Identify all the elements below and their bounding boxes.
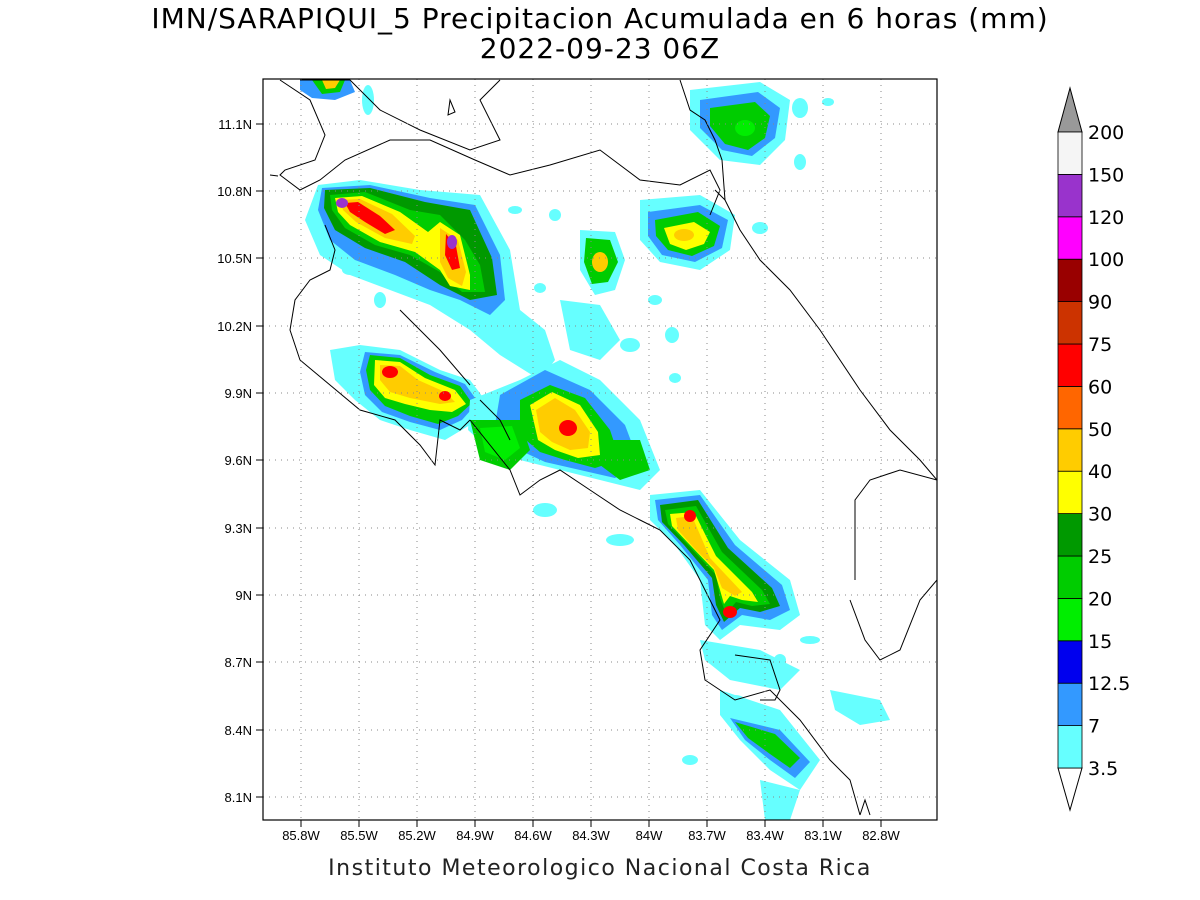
- coastline-borders: [269, 79, 937, 816]
- lon-tick-label: 85.8W: [282, 828, 320, 843]
- colorbar-swatch: [1057, 682, 1083, 727]
- lon-tick-label: 83.1W: [804, 828, 842, 843]
- precip-band-south-pacific: [650, 490, 890, 820]
- lon-tick-label: 85.5W: [340, 828, 378, 843]
- colorbar-swatch: [1057, 173, 1083, 218]
- colorbar-swatch: [1057, 258, 1083, 303]
- colorbar-swatch: [1057, 131, 1083, 175]
- lat-tick: 8.7N: [225, 655, 263, 670]
- precip-scattered-cells: [342, 85, 834, 765]
- lon-tick: 83.4W: [746, 820, 785, 843]
- lon-tick-label: 84.9W: [456, 828, 494, 843]
- lat-tick-label: 11.1N: [218, 117, 252, 132]
- lon-tick: 84.9W: [456, 820, 495, 843]
- colorbar-label: 7: [1088, 716, 1100, 738]
- precip-cells-north-central: [560, 195, 735, 360]
- lat-tick: 10.2N: [217, 319, 263, 334]
- colorbar-swatch: [1057, 598, 1083, 642]
- lat-tick-label: 8.1N: [225, 790, 252, 805]
- lat-tick-label: 10.5N: [217, 251, 252, 266]
- lon-tick: 84.6W: [514, 820, 553, 843]
- colorbar-label: 100: [1088, 249, 1124, 271]
- lat-tick-label: 9.3N: [225, 521, 252, 536]
- lat-tick-label: 8.4N: [225, 723, 252, 738]
- map-title: IMN/SARAPIQUI_5 Precipitacion Acumulada …: [151, 2, 1049, 35]
- colorbar-label: 3.5: [1088, 758, 1118, 780]
- longitude-axis: 85.8W 85.5W 85.2W 84.9W 84.6W 84.3W 84W …: [282, 820, 901, 843]
- colorbar-label: 12.5: [1088, 673, 1130, 695]
- colorbar-swatch: [1057, 470, 1083, 515]
- map-subtitle-date: 2022-09-23 06Z: [479, 32, 721, 65]
- lon-tick: 85.2W: [398, 820, 437, 843]
- colorbar-swatch: [1057, 343, 1083, 387]
- colorbar-label: 90: [1088, 292, 1112, 314]
- colorbar-label: 50: [1088, 419, 1112, 441]
- lon-tick-label: 83.7W: [688, 828, 726, 843]
- colorbar-label: 150: [1088, 164, 1124, 186]
- colorbar-swatch: [1057, 640, 1083, 684]
- lon-tick-label: 84W: [636, 828, 663, 843]
- colorbar-label: 200: [1088, 122, 1124, 144]
- colorbar-segments: [1057, 131, 1083, 769]
- colorbar-legend: 3.5 7 12.5 15 20 25 30 40 50 60 75 90 100 120 150 200: [1057, 86, 1130, 812]
- lon-tick: 85.5W: [340, 820, 379, 843]
- colorbar-label: 20: [1088, 588, 1112, 610]
- map-frame: [262, 78, 938, 821]
- precip-cluster-northwest: [305, 180, 555, 380]
- colorbar-swatch: [1057, 513, 1083, 557]
- colorbar-swatch: [1057, 555, 1083, 599]
- colorbar-label: 25: [1088, 546, 1112, 568]
- lon-tick-label: 84.3W: [572, 828, 610, 843]
- footer-credit: Instituto Meteorologico Nacional Costa R…: [328, 856, 872, 881]
- colorbar-bottom-arrow: [1057, 767, 1083, 812]
- lat-tick: 11.1N: [218, 117, 263, 132]
- latitude-axis: 11.1N 10.8N 10.5N 10.2N 9.9N 9.6N 9.3N 9…: [217, 117, 263, 805]
- lat-tick: 10.8N: [217, 184, 263, 199]
- colorbar-swatch: [1057, 725, 1083, 769]
- colorbar-label: 120: [1088, 207, 1124, 229]
- colorbar-swatch: [1057, 216, 1083, 260]
- precip-cell-top-left: [300, 80, 355, 100]
- lat-tick: 10.5N: [217, 251, 263, 266]
- lon-tick-label: 85.2W: [398, 828, 436, 843]
- lon-tick: 85.8W: [282, 820, 321, 843]
- lon-tick: 84.3W: [572, 820, 611, 843]
- colorbar-label: 75: [1088, 334, 1112, 356]
- colorbar-label: 60: [1088, 376, 1112, 398]
- lat-tick: 9N: [235, 588, 263, 603]
- lat-tick-label: 10.8N: [217, 184, 252, 199]
- lat-tick-label: 10.2N: [217, 319, 252, 334]
- lat-tick-label: 9.9N: [225, 386, 252, 401]
- lat-tick: 9.6N: [225, 453, 263, 468]
- precipitation-field: [269, 79, 937, 820]
- lon-tick-label: 83.4W: [746, 828, 784, 843]
- colorbar-swatch: [1057, 301, 1083, 345]
- lat-tick: 9.9N: [225, 386, 263, 401]
- colorbar-swatch: [1057, 428, 1083, 472]
- lon-tick-label: 82.8W: [862, 828, 900, 843]
- lat-tick: 8.1N: [225, 790, 263, 805]
- lat-tick-label: 9.6N: [225, 453, 252, 468]
- colorbar-swatch: [1057, 385, 1083, 430]
- lat-tick: 9.3N: [225, 521, 263, 536]
- grid-lines: [263, 79, 937, 820]
- lon-tick-label: 84.6W: [514, 828, 552, 843]
- precip-cells-caribbean-north: [690, 82, 790, 165]
- lon-tick: 84W: [636, 820, 663, 843]
- colorbar-label: 40: [1088, 461, 1112, 483]
- lat-tick-label: 8.7N: [225, 655, 252, 670]
- colorbar-top-arrow: [1057, 86, 1083, 133]
- lon-tick: 83.7W: [688, 820, 727, 843]
- colorbar-labels: 3.5 7 12.5 15 20 25 30 40 50 60 75 90 100 120 150 200: [1088, 122, 1130, 780]
- colorbar-label: 30: [1088, 504, 1112, 526]
- colorbar-label: 15: [1088, 631, 1112, 653]
- lon-tick: 82.8W: [862, 820, 901, 843]
- lat-tick-label: 9N: [235, 588, 252, 603]
- lon-tick: 83.1W: [804, 820, 843, 843]
- lat-tick: 8.4N: [225, 723, 263, 738]
